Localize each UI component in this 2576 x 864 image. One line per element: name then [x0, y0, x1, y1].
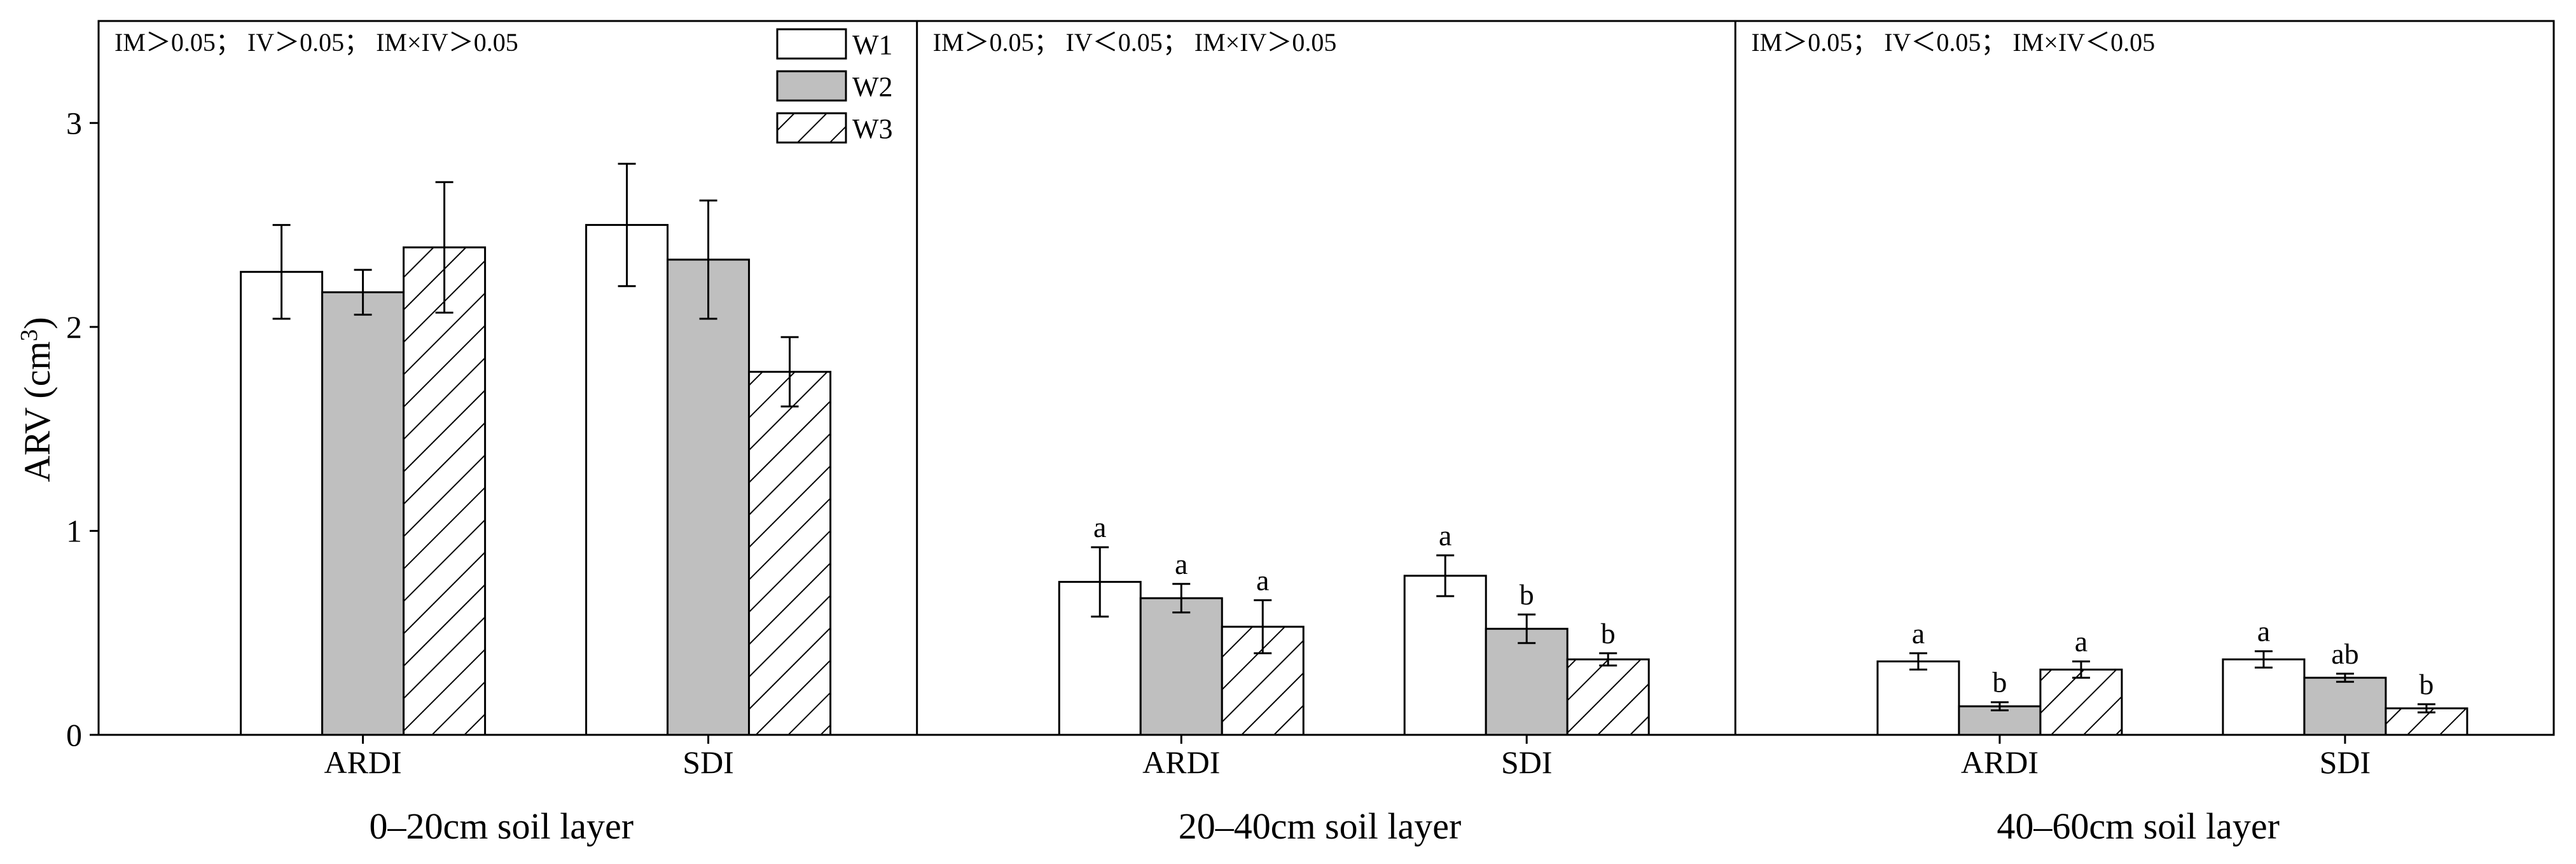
significance-label: a [1093, 511, 1106, 543]
bar-w1 [1403, 575, 1487, 736]
significance-label: a [1439, 519, 1451, 552]
bar-w2 [1485, 627, 1568, 736]
significance-label: b [1992, 666, 2007, 699]
bar-w3 [403, 246, 487, 736]
legend-swatch-w1 [776, 28, 847, 60]
y-axis-title: ARV (cm3) [16, 317, 58, 482]
panel-stat-text: IM＞0.05； IV＞0.05； IM×IV＞0.05 [114, 28, 518, 57]
significance-label: ab [2331, 638, 2358, 670]
bar-w2 [2303, 676, 2387, 736]
panel-stat-text: IM＞0.05； IV＜0.05； IM×IV＜0.05 [1751, 28, 2155, 57]
x-tick-label: ARDI [324, 744, 401, 780]
legend: W1 W2 W3 [776, 28, 893, 144]
bar-w1 [240, 270, 324, 736]
plot-area: 0 1 2 3 IM＞0.05； IV＞0.05； IM×IV＞0.05 0–20cm s… [66, 20, 2555, 847]
panel-title: 20–40cm soil layer [1179, 805, 1462, 847]
significance-label: a [2075, 625, 2088, 658]
panel-title: 0–20cm soil layer [370, 805, 634, 847]
significance-label: a [1912, 617, 1925, 650]
significance-label: a [1256, 564, 1269, 596]
bar-w3 [1566, 658, 1650, 736]
y-tick-label: 3 [66, 105, 82, 141]
y-tick-label: 0 [66, 717, 82, 753]
x-tick-label: SDI [682, 744, 734, 780]
legend-label-w2: W2 [852, 71, 893, 102]
x-tick-label: SDI [1501, 744, 1553, 780]
significance-label: a [1175, 548, 1188, 580]
bar-w1 [585, 224, 669, 736]
x-tick-label: ARDI [1142, 744, 1220, 780]
legend-label-w1: W1 [852, 29, 893, 60]
x-tick-label: ARDI [1961, 744, 2039, 780]
panel-stat-text: IM＞0.05； IV＜0.05； IM×IV＞0.05 [933, 28, 1337, 57]
panel-title: 40–60cm soil layer [1997, 805, 2280, 847]
significance-label: b [2419, 668, 2434, 700]
legend-swatch-w3 [776, 112, 847, 144]
y-tick-label: 2 [66, 309, 82, 345]
legend-label-w3: W3 [852, 113, 893, 144]
significance-label: b [1601, 617, 1616, 650]
x-tick-label: SDI [2320, 744, 2371, 780]
bar-w1 [1876, 660, 1960, 736]
bar-w2 [1139, 597, 1223, 736]
bar-w1 [2222, 658, 2306, 736]
legend-swatch-w2 [776, 70, 847, 102]
significance-label: b [1520, 578, 1534, 611]
significance-label: a [2257, 615, 2270, 648]
bar-w3 [748, 370, 832, 736]
bar-w2 [321, 291, 405, 736]
plot-frame [97, 20, 2555, 736]
bar-w2 [667, 258, 751, 736]
y-tick-label: 1 [66, 513, 82, 548]
bar-w3 [2039, 668, 2123, 736]
